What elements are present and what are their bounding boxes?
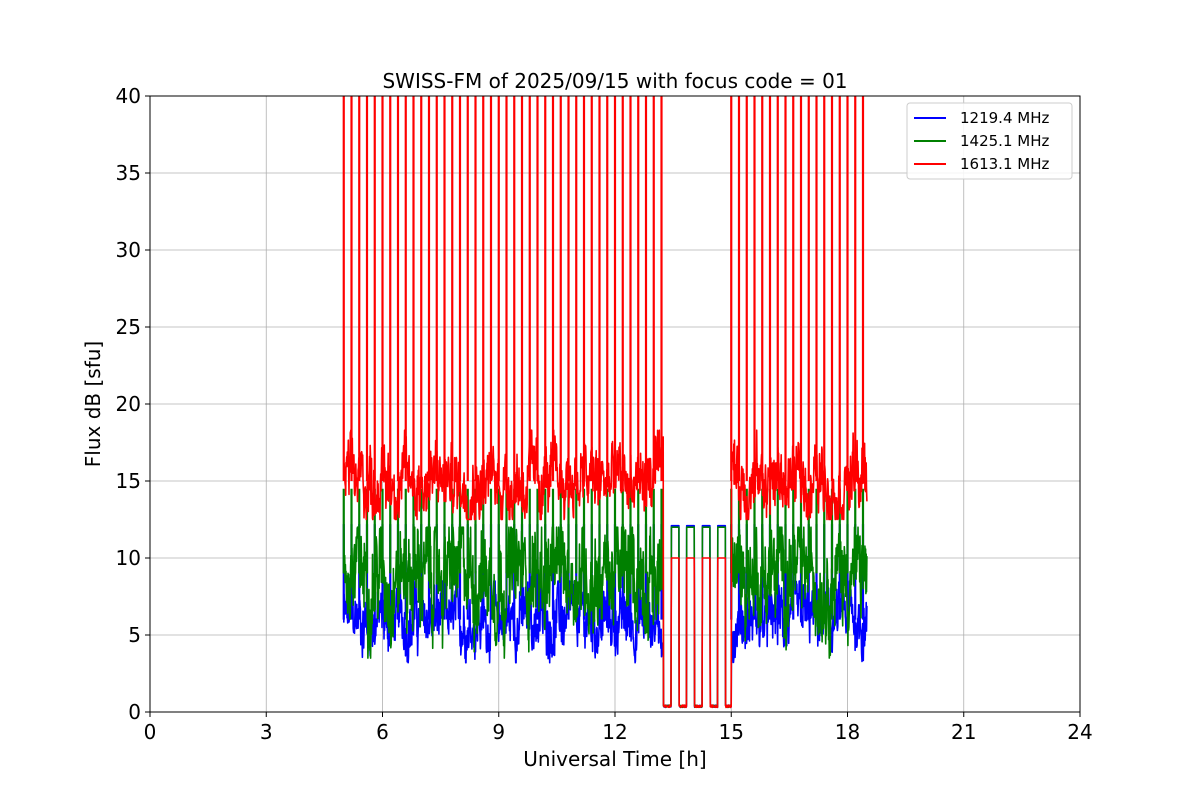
series-line-1 bbox=[343, 526, 868, 709]
legend-box bbox=[906, 102, 1073, 180]
y-tick-label: 0 bbox=[128, 700, 141, 724]
y-tick-label: 10 bbox=[116, 546, 141, 570]
y-tick-label: 25 bbox=[116, 315, 141, 339]
x-tick-label: 3 bbox=[260, 720, 273, 744]
y-tick-label: 5 bbox=[128, 623, 141, 647]
y-tick-label: 35 bbox=[116, 161, 141, 185]
x-tick-label: 0 bbox=[144, 720, 157, 744]
series-layer bbox=[342, 96, 868, 709]
series-line-2 bbox=[343, 429, 868, 709]
x-tick-label: 21 bbox=[951, 720, 976, 744]
y-tick-label: 40 bbox=[116, 84, 141, 108]
legend: 1219.4 MHz 1425.1 MHz 1613.1 MHz bbox=[906, 102, 1073, 180]
legend-label-1613: 1613.1 MHz bbox=[960, 155, 1049, 173]
y-axis-label: Flux dB [sfu] bbox=[81, 341, 105, 467]
chart-title: SWISS-FM of 2025/09/15 with focus code =… bbox=[382, 69, 847, 93]
y-tick-label: 15 bbox=[116, 469, 141, 493]
y-tick-label: 20 bbox=[116, 392, 141, 416]
legend-label-1425: 1425.1 MHz bbox=[960, 132, 1049, 150]
x-tick-label: 12 bbox=[602, 720, 627, 744]
x-tick-label: 15 bbox=[719, 720, 744, 744]
x-tick-label: 24 bbox=[1067, 720, 1092, 744]
x-tick-label: 9 bbox=[492, 720, 505, 744]
x-axis-label: Universal Time [h] bbox=[523, 747, 706, 771]
ticks: 0 3 6 9 12 15 18 21 24 0 5 10 15 20 25 30 35 40 bbox=[116, 84, 1093, 744]
x-tick-label: 6 bbox=[376, 720, 389, 744]
x-tick-label: 18 bbox=[835, 720, 860, 744]
legend-label-1219: 1219.4 MHz bbox=[960, 109, 1049, 127]
y-tick-label: 30 bbox=[116, 238, 141, 262]
